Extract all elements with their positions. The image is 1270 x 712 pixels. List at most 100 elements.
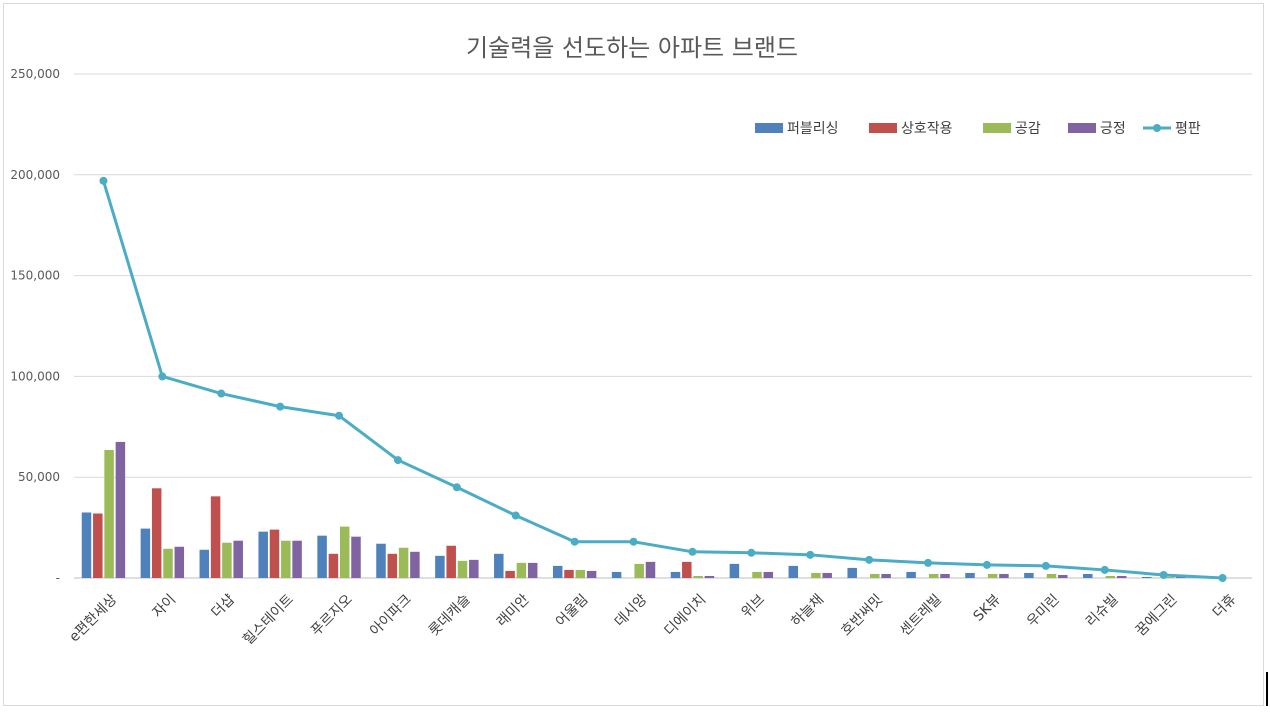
bar-1 (199, 549, 210, 578)
line-point (511, 511, 520, 520)
bar-1 (1141, 576, 1152, 578)
legend-swatch (869, 123, 897, 133)
legend-swatch (755, 123, 783, 133)
category-label: 위브 (739, 591, 769, 621)
line-point (688, 547, 697, 556)
bar-3 (634, 563, 644, 578)
bar-4 (115, 441, 126, 578)
category-label: 센트레빌 (897, 592, 945, 640)
legend-label: 공감 (1015, 121, 1041, 137)
line-point (865, 555, 874, 564)
bar-2 (446, 545, 456, 578)
bar-3 (811, 572, 821, 578)
x-axis-categories: e편한세상 자이 더샵 힐스테이트 푸르지오 아이파크 롯데캐슬 래미안 어울림 데시앙 디에이치 위… (66, 591, 1239, 648)
line-point (924, 558, 933, 567)
bar-1 (906, 571, 916, 578)
bar-4 (1116, 575, 1127, 578)
category-label: 하늘채 (788, 592, 827, 631)
bar-4 (822, 572, 832, 578)
category-label: 힐스테이트 (240, 591, 297, 648)
bar-4 (881, 573, 891, 578)
line-point (1100, 565, 1109, 574)
bar-4 (940, 573, 950, 578)
category-label: e편한세상 (66, 591, 120, 645)
category-label: 데시앙 (612, 591, 651, 630)
legend-marker (1153, 124, 1161, 132)
y-tick-label: 100,000 (10, 369, 60, 383)
line-point (982, 560, 991, 569)
gridlines (74, 73, 1252, 579)
line-point (629, 537, 638, 546)
category-label: 우미린 (1024, 592, 1063, 631)
line-point (393, 456, 402, 465)
category-label: 자이 (150, 592, 180, 622)
bar-2 (151, 488, 162, 578)
legend-label: 퍼블리싱 (787, 121, 839, 137)
bar-4 (645, 561, 656, 578)
bar-1 (494, 553, 504, 578)
y-tick-label: - (56, 571, 60, 585)
bar-3 (457, 560, 468, 578)
bar-3 (575, 569, 586, 578)
bar-3 (693, 575, 703, 578)
bar-1 (847, 567, 857, 578)
category-label: 아이파크 (367, 591, 415, 639)
chart-area (3, 3, 1264, 706)
bar-3 (987, 573, 998, 578)
bar-1 (81, 512, 92, 578)
bar-1 (670, 571, 681, 578)
bar-2 (505, 570, 515, 578)
bar-4 (410, 551, 420, 578)
category-label: SK뷰 (971, 591, 1004, 624)
bar-4 (527, 562, 538, 578)
line-point (335, 411, 344, 420)
chart-title: 기술력을 선도하는 아파트 브랜드 (466, 34, 798, 62)
legend-swatch (983, 123, 1011, 133)
line-point (806, 550, 815, 559)
bar-1 (376, 543, 386, 578)
bar-4 (292, 540, 302, 578)
legend-label: 상호작용 (901, 121, 953, 137)
bar-2 (387, 553, 398, 578)
bar-3 (1105, 575, 1116, 578)
bar-4 (351, 536, 361, 578)
bar-1 (258, 531, 268, 578)
line-point (1218, 574, 1227, 582)
bar-1 (317, 535, 327, 578)
line-point (452, 483, 461, 492)
bar-4 (1175, 576, 1186, 578)
edge-marker (1266, 672, 1268, 706)
line-series (102, 180, 1223, 580)
category-label: 푸르지오 (308, 591, 356, 639)
reputation-line (99, 176, 1227, 582)
bars (81, 441, 1186, 578)
legend-swatch (1068, 123, 1096, 133)
bar-4 (999, 573, 1009, 578)
line-point (570, 537, 579, 546)
category-label: 롯데캐슬 (426, 591, 474, 639)
bar-2 (269, 529, 280, 578)
bar-4 (763, 571, 774, 578)
bar-3 (398, 547, 409, 578)
bar-4 (233, 540, 243, 578)
bar-2 (682, 561, 692, 578)
category-label: 더샵 (209, 591, 239, 621)
y-tick-label: 50,000 (18, 470, 60, 484)
bar-4 (704, 575, 715, 578)
y-tick-label: 250,000 (10, 67, 60, 81)
bar-1 (140, 528, 151, 578)
bar-2 (328, 553, 339, 578)
line-point (1159, 570, 1168, 579)
y-axis-ticks: - 50,000 100,000 150,000 200,000 250,000 (10, 67, 60, 585)
bar-1 (1083, 573, 1093, 578)
category-label: 리슈빌 (1083, 592, 1122, 631)
line-point (99, 176, 108, 185)
bar-1 (729, 563, 740, 578)
bar-4 (469, 559, 479, 578)
bar-3 (339, 526, 350, 578)
legend-label: 평판 (1175, 121, 1201, 137)
y-tick-label: 150,000 (10, 269, 60, 283)
bar-2 (564, 569, 574, 578)
bar-3 (928, 573, 939, 578)
